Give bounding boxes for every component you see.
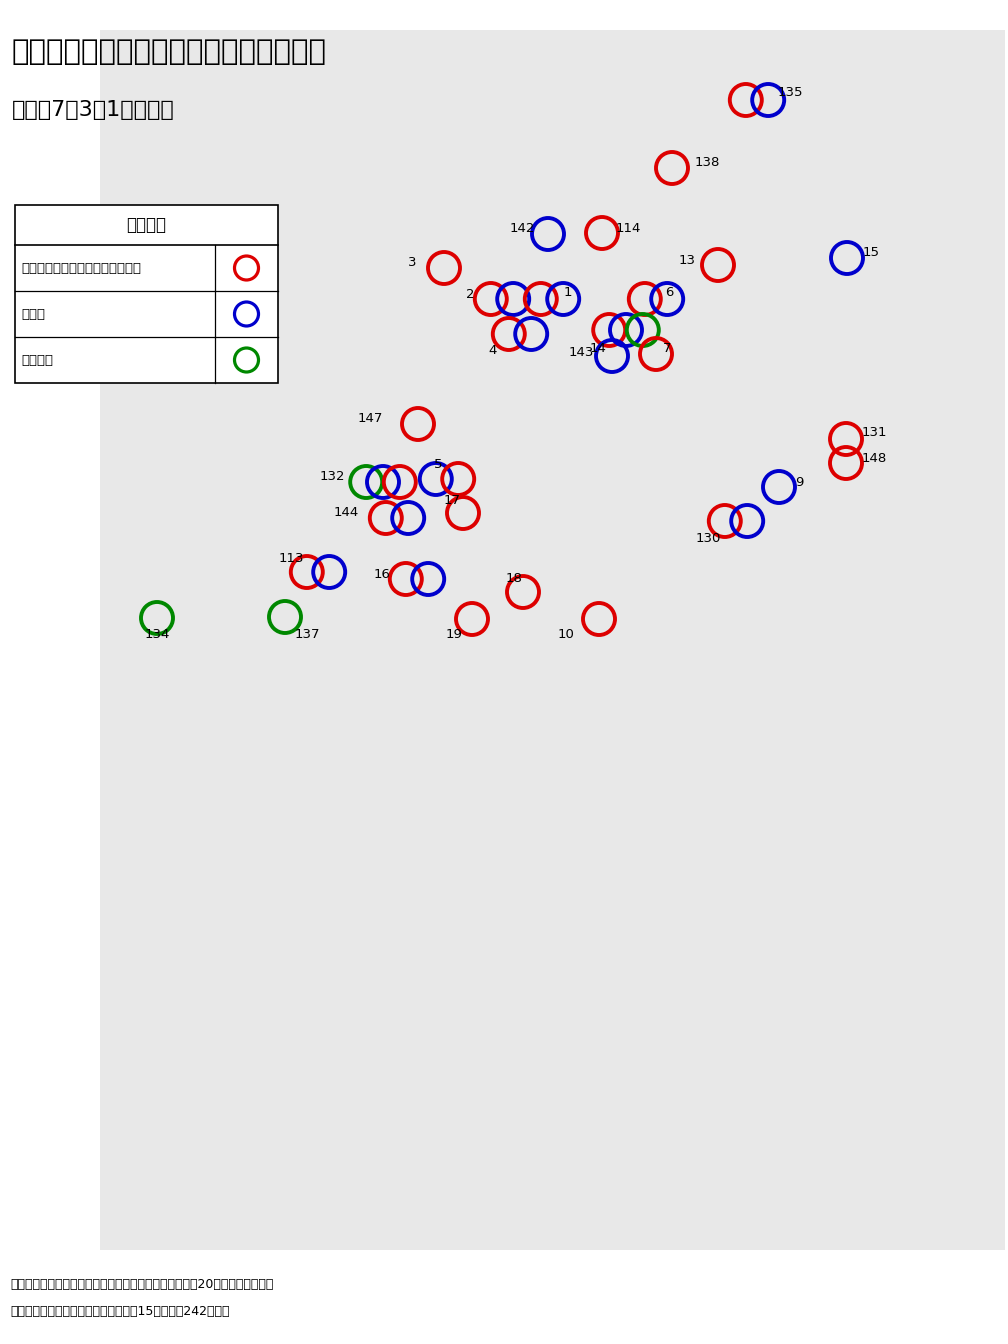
Text: 137: 137: [295, 628, 321, 641]
Text: 18: 18: [506, 571, 523, 585]
Text: 宮崎土木事務所管内再資源化施設位置図: 宮崎土木事務所管内再資源化施設位置図: [12, 38, 327, 66]
Text: 148: 148: [862, 452, 887, 465]
Bar: [15, 206, 278, 383]
Text: 114: 114: [616, 222, 641, 234]
Text: 9: 9: [795, 476, 803, 488]
Text: 142: 142: [510, 222, 535, 234]
Text: 10: 10: [558, 628, 575, 641]
Text: 17: 17: [444, 493, 461, 507]
Text: 134: 134: [145, 629, 170, 641]
Text: 4: 4: [488, 344, 496, 356]
Text: 16: 16: [374, 567, 391, 581]
Text: 14: 14: [590, 341, 607, 355]
Text: （令和7年3月1日現在）: （令和7年3月1日現在）: [12, 99, 174, 120]
Text: 5: 5: [434, 458, 443, 472]
Bar: [100, 30, 1005, 1250]
Text: 130: 130: [696, 531, 722, 544]
Text: 6: 6: [665, 286, 673, 300]
Text: 13: 13: [679, 254, 696, 266]
Text: 131: 131: [862, 426, 887, 439]
Text: 木くず: 木くず: [21, 308, 45, 320]
Text: 113: 113: [279, 551, 304, 564]
Text: 1: 1: [564, 286, 573, 300]
Text: 15: 15: [863, 246, 880, 259]
Text: 135: 135: [778, 86, 803, 99]
Text: 7: 7: [663, 343, 671, 356]
Text: 138: 138: [695, 156, 721, 168]
Text: 複製したものである。（承認番号　帕15総複、第242号）」: 複製したものである。（承認番号 帕15総複、第242号）」: [10, 1305, 230, 1318]
Text: 「この地図は、国土地理院長の承認を得て、同院発行の20万分の１地勢図を: 「この地図は、国土地理院長の承認を得て、同院発行の20万分の１地勢図を: [10, 1278, 273, 1292]
Text: 2: 2: [466, 288, 475, 301]
Text: 建設汚泥: 建設汚泥: [21, 353, 53, 367]
Text: 132: 132: [320, 470, 346, 484]
Text: コンクリート塧、アスファルト塧: コンクリート塧、アスファルト塧: [21, 262, 141, 274]
Text: 3: 3: [408, 257, 416, 270]
Text: 19: 19: [446, 628, 463, 641]
Text: 処　　例: 処 例: [126, 216, 166, 234]
Text: 144: 144: [334, 507, 359, 520]
Text: 143: 143: [569, 345, 595, 359]
Text: 147: 147: [358, 413, 383, 426]
